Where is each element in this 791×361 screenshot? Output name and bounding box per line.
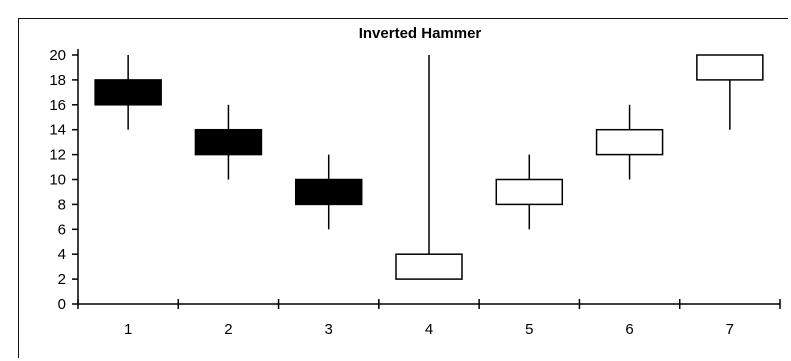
y-tick-label: 16 (49, 97, 66, 114)
x-tick-label: 6 (625, 321, 633, 338)
chart-frame (18, 18, 788, 358)
candle (395, 55, 463, 280)
x-axis: 1 2 3 4 5 6 7 (77, 299, 781, 338)
x-tick-label: 7 (726, 321, 734, 338)
x-tick-label: 2 (224, 321, 232, 338)
candle-body (696, 54, 764, 81)
x-tick-label: 1 (124, 321, 132, 338)
y-tick-label: 8 (58, 196, 66, 213)
candle-body (94, 79, 162, 106)
y-axis: 0 2 4 6 8 10 12 14 16 18 20 (49, 47, 79, 313)
candle (495, 154, 564, 230)
x-tick-label: 4 (425, 321, 433, 338)
x-tick-label: 5 (525, 321, 533, 338)
candle (94, 55, 162, 130)
candle-body (595, 128, 664, 156)
candles (94, 54, 764, 280)
y-tick-label: 2 (58, 271, 66, 288)
y-tick-label: 20 (49, 47, 66, 64)
candle (696, 54, 764, 130)
chart-title: Inverted Hammer (359, 25, 482, 42)
y-tick-label: 14 (49, 122, 66, 139)
y-tick-label: 12 (49, 147, 66, 164)
y-tick-label: 10 (49, 172, 66, 189)
candle (194, 104, 263, 180)
y-tick-label: 0 (58, 296, 66, 313)
candle-body (495, 178, 564, 206)
y-tick-label: 18 (49, 72, 66, 89)
y-tick-label: 6 (58, 221, 66, 238)
candle-body (294, 178, 363, 206)
candle (595, 104, 664, 180)
y-tick-label: 4 (58, 246, 66, 263)
candle-body (395, 253, 463, 280)
candle-body (194, 128, 263, 156)
x-tick-label: 3 (325, 321, 333, 338)
candle (294, 154, 363, 230)
